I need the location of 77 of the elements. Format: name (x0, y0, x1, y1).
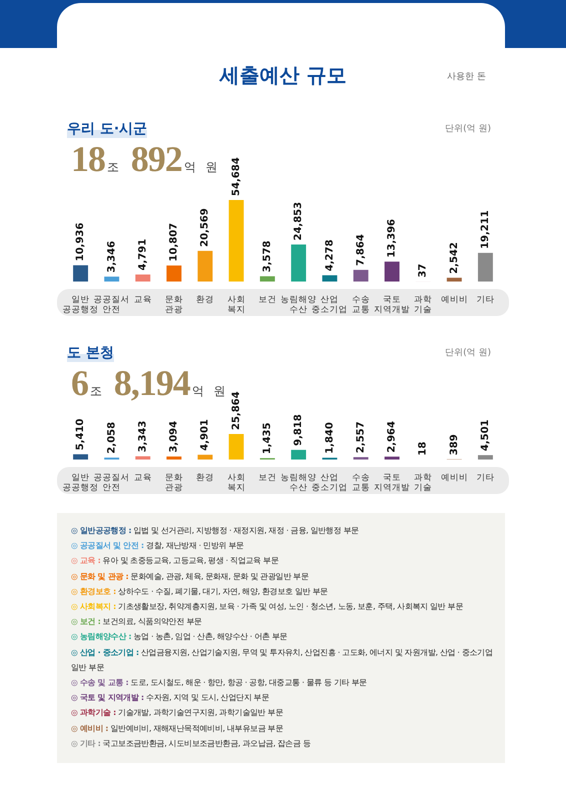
data-label: 3,094 (168, 420, 180, 453)
x-tick-label: 수송 교통 (352, 472, 370, 494)
x-tick-label: 보건 (258, 472, 276, 483)
bar (198, 454, 213, 460)
data-label: 25,864 (230, 391, 242, 430)
bar (446, 278, 462, 282)
x-tick-label: 과학 기술 (414, 472, 432, 494)
bar (384, 262, 400, 282)
bar (260, 276, 275, 282)
data-label: 10,936 (75, 222, 86, 262)
data-label: 389 (448, 434, 460, 456)
x-tick-label: 기타 (476, 294, 494, 305)
x-tick-label: 국토 지역개발 (374, 472, 410, 494)
data-label: 3,346 (106, 240, 118, 273)
bar (353, 270, 368, 282)
data-label: 7,864 (355, 234, 366, 266)
x-tick-label: 과학 기술 (414, 294, 432, 316)
bar (291, 244, 306, 282)
x-tick-label: 환경 (196, 472, 214, 483)
data-label: 10,807 (168, 222, 180, 262)
bar (166, 265, 182, 282)
data-label: 24,853 (293, 202, 304, 240)
data-label: 13,396 (386, 218, 398, 258)
data-label: 4,278 (324, 240, 336, 272)
bar (384, 456, 400, 460)
bar (73, 454, 88, 460)
text: 세출예산 규모 (220, 63, 346, 87)
chart-title: 도 본청 (67, 344, 114, 362)
chart-title: 우리 도·시군 (67, 120, 148, 138)
bar (104, 276, 120, 282)
data-label: 2,964 (386, 420, 398, 453)
bar (135, 456, 150, 460)
x-tick-label: 수송 교통 (352, 294, 370, 316)
bar (478, 455, 493, 460)
data-label: 2,557 (355, 421, 366, 454)
x-tick-label: 예비비 (440, 294, 468, 305)
x-tick-label: 기타 (476, 472, 494, 483)
data-label: 1,840 (324, 422, 336, 454)
bar (478, 252, 493, 282)
data-label: 19,211 (480, 210, 492, 249)
x-tick-label: 환경 (196, 294, 214, 305)
chart-subtitle: 6조 8,194억 원 (71, 363, 226, 403)
data-label: 4,791 (137, 238, 148, 270)
bar (166, 456, 182, 460)
data-label: 5,410 (75, 418, 86, 450)
data-label: 54,684 (230, 157, 242, 196)
text: 단위(억 원) (445, 123, 491, 135)
x-tick-label: 교육 (134, 294, 152, 305)
x-tick-label: 국토 지역개발 (374, 294, 410, 316)
text: 단위(억 원) (445, 347, 491, 359)
data-label: 3,343 (137, 420, 148, 452)
data-label: 4,901 (200, 419, 211, 451)
data-label: 37 (418, 264, 429, 278)
bar (198, 250, 213, 282)
bar (228, 200, 244, 282)
x-tick-label: 사회 복지 (227, 294, 246, 316)
data-label: 20,569 (200, 208, 211, 247)
data-label: 2,542 (448, 242, 460, 274)
text: 사용한 돈 (447, 71, 486, 83)
data-label: 9,818 (293, 414, 304, 446)
bar (135, 274, 150, 282)
x-tick-label: 문화 관광 (165, 472, 183, 494)
bar (353, 457, 368, 460)
data-label: 3,578 (262, 240, 274, 272)
x-tick-label: 교육 (134, 472, 152, 483)
bar (228, 434, 244, 460)
data-label: 1,435 (262, 422, 274, 454)
bar (322, 275, 338, 282)
bar (73, 265, 88, 282)
x-tick-label: 사회 복지 (227, 472, 246, 494)
data-label: 18 (418, 442, 429, 456)
x-tick-label: 보건 (258, 294, 276, 305)
x-tick-label: 예비비 (440, 472, 468, 483)
x-tick-label: 문화 관광 (165, 294, 183, 316)
data-label: 2,058 (106, 422, 118, 454)
bar (291, 450, 306, 460)
data-label: 4,501 (480, 419, 492, 452)
